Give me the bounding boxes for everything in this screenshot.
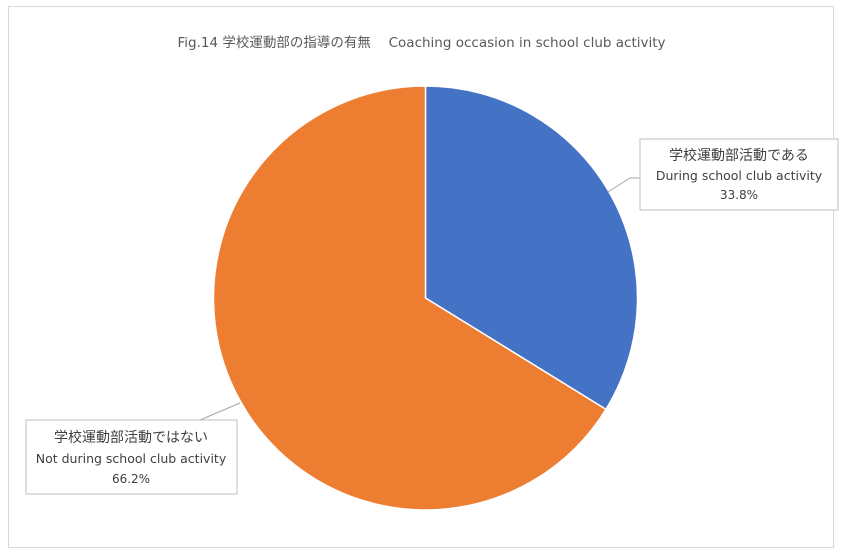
pie-slices — [212, 85, 639, 511]
label-en-during: During school club activity — [656, 168, 823, 183]
value-label-not-during: 66.2% — [112, 472, 150, 486]
value-label-during: 33.8% — [720, 188, 758, 202]
callout-box-during — [639, 138, 839, 211]
data-label-during: 学校運動部活動である During school club activity 3… — [607, 138, 839, 211]
pie-slice-during — [424, 85, 639, 411]
label-ja-during: 学校運動部活動である — [669, 147, 809, 164]
label-en-not-during: Not during school club activity — [36, 451, 227, 466]
pie-slice-not-during — [212, 85, 607, 511]
data-label-not-during: 学校運動部活動ではない Not during school club activ… — [25, 402, 241, 495]
chart-title: Fig.14 学校運動部の指導の有無 Coaching occasion in … — [177, 35, 666, 51]
leader-line-not-during — [178, 402, 241, 421]
callout-box-not-during — [25, 419, 238, 495]
label-ja-not-during: 学校運動部活動ではない — [54, 429, 208, 446]
leader-line-during — [607, 177, 640, 193]
